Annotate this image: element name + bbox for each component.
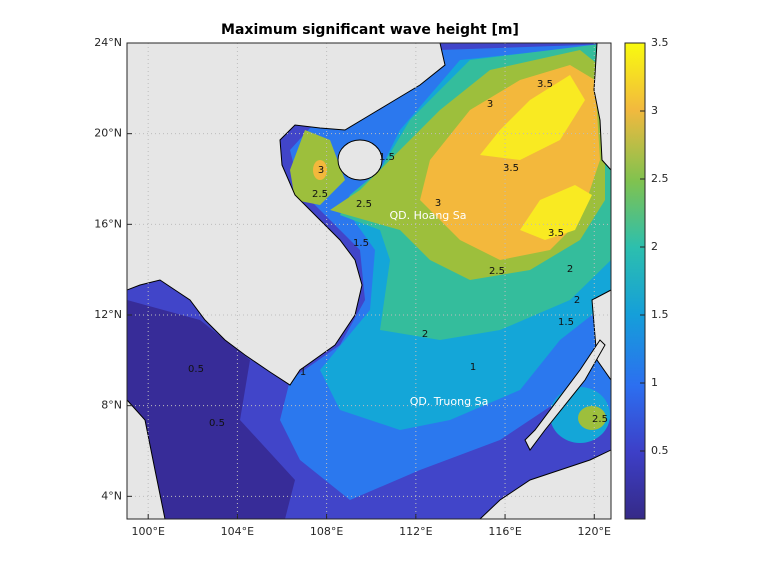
x-tick-label: 120°E bbox=[578, 525, 611, 538]
x-tick-label: 104°E bbox=[221, 525, 254, 538]
colorbar bbox=[624, 42, 646, 520]
y-tick-label: 8°N bbox=[101, 399, 122, 412]
contour-label: 2.5 bbox=[592, 414, 608, 425]
contour-label: 2.5 bbox=[356, 199, 372, 210]
land bbox=[524, 339, 606, 451]
y-tick-label: 24°N bbox=[94, 36, 122, 49]
y-tick-label: 4°N bbox=[101, 489, 122, 502]
map-title: Maximum significant wave height [m] bbox=[221, 22, 519, 38]
contour-label: 0.5 bbox=[188, 364, 204, 375]
contour-label: 1.5 bbox=[353, 238, 369, 249]
contour-label: 1.5 bbox=[379, 152, 395, 163]
band bbox=[480, 75, 585, 160]
contour-label: 1.5 bbox=[558, 317, 574, 328]
colorbar-tick-label: 3 bbox=[651, 104, 658, 117]
contour-label: 3 bbox=[435, 198, 441, 209]
x-tick-label: 108°E bbox=[310, 525, 343, 538]
land bbox=[337, 139, 383, 181]
contour-label: 3.5 bbox=[537, 79, 553, 90]
contour-label: 0.5 bbox=[209, 418, 225, 429]
land bbox=[127, 43, 446, 386]
place-label: QD. Truong Sa bbox=[410, 395, 489, 408]
colorbar-tick-label: 3.5 bbox=[651, 36, 669, 49]
contour-label: 3 bbox=[487, 99, 493, 110]
colorbar-tick-label: 2.5 bbox=[651, 172, 669, 185]
x-tick-label: 100°E bbox=[131, 525, 164, 538]
y-tick-label: 12°N bbox=[94, 308, 122, 321]
colorbar-tick-label: 1.5 bbox=[651, 308, 669, 321]
x-tick-label: 112°E bbox=[399, 525, 432, 538]
x-tick-label: 116°E bbox=[488, 525, 521, 538]
contour-label: 3.5 bbox=[503, 163, 519, 174]
contour-label: 1 bbox=[470, 362, 476, 373]
contour-label: 1 bbox=[300, 367, 306, 378]
wave-field bbox=[127, 43, 611, 519]
band bbox=[578, 406, 606, 430]
map-frame bbox=[126, 42, 612, 520]
band bbox=[127, 300, 295, 519]
land bbox=[479, 449, 611, 519]
contour-label: 3 bbox=[318, 165, 324, 176]
contour-label: 2 bbox=[567, 264, 573, 275]
land bbox=[591, 289, 611, 381]
contour-label: 2.5 bbox=[489, 266, 505, 277]
colorbar-tick-label: 0.5 bbox=[651, 444, 669, 457]
land bbox=[593, 43, 611, 171]
y-tick-label: 16°N bbox=[94, 217, 122, 230]
band bbox=[313, 160, 327, 180]
band bbox=[520, 185, 592, 240]
contour-label: 3.5 bbox=[548, 228, 564, 239]
colorbar-tick-label: 1 bbox=[651, 376, 658, 389]
contour-label: 2 bbox=[422, 329, 428, 340]
colorbar-tick-label: 2 bbox=[651, 240, 658, 253]
y-tick-label: 20°N bbox=[94, 127, 122, 140]
place-label: QD. Hoang Sa bbox=[389, 209, 466, 222]
contour-label: 2.5 bbox=[312, 189, 328, 200]
contour-label: 2 bbox=[574, 295, 580, 306]
land bbox=[127, 399, 166, 519]
